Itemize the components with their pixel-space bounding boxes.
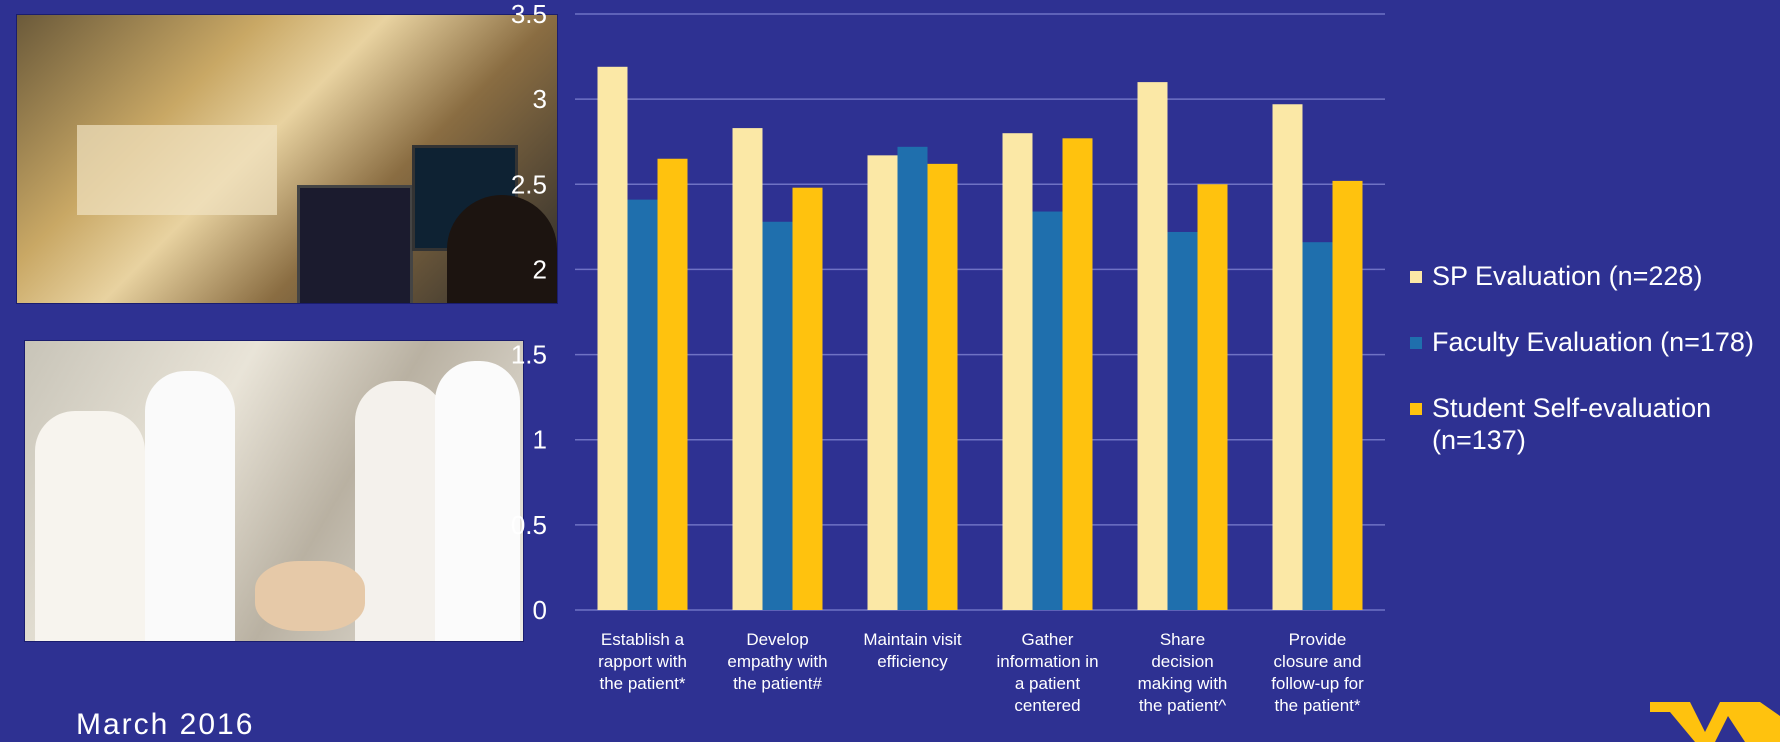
- y-tick-label: 3.5: [511, 0, 547, 29]
- student-figure-2: [355, 381, 445, 641]
- x-category-label: making with: [1138, 674, 1228, 693]
- bar-faculty: [1032, 211, 1063, 610]
- y-tick-label: 1: [533, 425, 547, 455]
- legend-swatch-student: [1410, 403, 1422, 415]
- y-tick-label: 2.5: [511, 169, 547, 199]
- bar-sp: [1137, 82, 1168, 611]
- legend-swatch-faculty: [1410, 337, 1422, 349]
- bed-shape: [77, 125, 277, 215]
- x-category-label: a patient: [1015, 674, 1080, 693]
- x-category-label: Provide: [1289, 630, 1347, 649]
- y-tick-label: 0: [533, 595, 547, 625]
- chart-legend: SP Evaluation (n=228) Faculty Evaluation…: [1410, 260, 1754, 490]
- bar-sp: [732, 128, 763, 610]
- bar-sp: [867, 155, 898, 610]
- manikin-shape: [255, 561, 365, 631]
- y-tick-label: 2: [533, 254, 547, 284]
- legend-item-sp: SP Evaluation (n=228): [1410, 260, 1754, 292]
- x-category-label: Gather: [1022, 630, 1074, 649]
- y-axis-ticks: 0 0.5 1 1.5 2 2.5 3 3.5: [511, 0, 547, 625]
- x-category-label: information in: [996, 652, 1098, 671]
- person-silhouette: [447, 195, 557, 303]
- bar-student: [1197, 184, 1228, 611]
- legend-label-sp: SP Evaluation (n=228): [1432, 261, 1703, 291]
- bar-sp: [1002, 133, 1033, 610]
- x-category-label: the patient*: [599, 674, 685, 693]
- x-category-label: the patient#: [733, 674, 822, 693]
- instructor-figure: [145, 371, 235, 641]
- legend-label-student-line2: (n=137): [1432, 425, 1526, 455]
- legend-swatch-sp: [1410, 271, 1422, 283]
- bar-student: [927, 163, 958, 610]
- bar-faculty: [762, 221, 793, 610]
- bar-student: [657, 158, 688, 610]
- bar-faculty: [1167, 231, 1198, 611]
- x-category-label: Share: [1160, 630, 1205, 649]
- y-tick-label: 3: [533, 84, 547, 114]
- legend-item-faculty: Faculty Evaluation (n=178): [1410, 326, 1754, 358]
- simulation-lab-photo: [16, 14, 558, 304]
- bars: [597, 66, 1363, 611]
- legend-label-faculty: Faculty Evaluation (n=178): [1432, 327, 1754, 357]
- date-label: March 2016: [76, 708, 255, 741]
- legend-label-student-line1: Student Self-evaluation: [1432, 393, 1712, 423]
- x-category-label: follow-up for: [1271, 674, 1364, 693]
- x-category-label: Maintain visit: [863, 630, 962, 649]
- x-category-label: rapport with: [598, 652, 687, 671]
- y-tick-label: 1.5: [511, 340, 547, 370]
- bar-student: [1062, 138, 1093, 610]
- x-category-label: empathy with: [727, 652, 827, 671]
- bar-sp: [597, 66, 628, 610]
- student-figure-3: [435, 361, 520, 641]
- monitor-shape: [297, 185, 413, 303]
- bar-student: [1332, 180, 1363, 610]
- bar-faculty: [1302, 242, 1333, 610]
- university-logo-icon: [1650, 702, 1780, 742]
- x-category-label: Establish a: [601, 630, 685, 649]
- student-figure-1: [35, 411, 145, 641]
- nursing-students-photo: [24, 340, 524, 642]
- x-category-label: centered: [1014, 696, 1080, 715]
- bar-faculty: [627, 199, 658, 610]
- x-category-label: the patient^: [1139, 696, 1226, 715]
- x-category-label: Develop: [746, 630, 808, 649]
- legend-item-student: Student Self-evaluation (n=137): [1410, 392, 1754, 456]
- x-axis-labels: Establish a rapport with the patient* Devel…: [598, 630, 1364, 715]
- gridlines: [575, 13, 1385, 611]
- x-category-label: efficiency: [877, 652, 948, 671]
- y-tick-label: 0.5: [511, 510, 547, 540]
- x-category-label: decision: [1151, 652, 1213, 671]
- bar-sp: [1272, 104, 1303, 610]
- bar-student: [792, 187, 823, 611]
- bar-faculty: [897, 146, 928, 610]
- x-category-label: closure and: [1274, 652, 1362, 671]
- x-category-label: the patient*: [1274, 696, 1360, 715]
